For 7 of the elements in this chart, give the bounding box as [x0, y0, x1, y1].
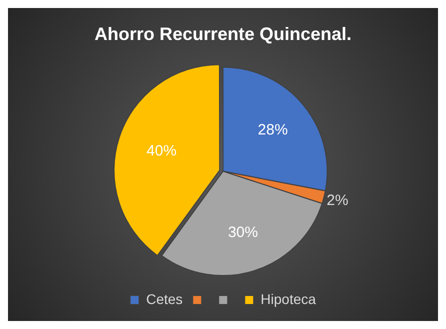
data-label: 30%	[228, 224, 258, 241]
legend-label: Hipoteca	[260, 290, 316, 307]
data-label: 28%	[258, 121, 288, 138]
chart-title: Ahorro Recurrente Quincenal.	[94, 24, 352, 44]
data-label: 2%	[326, 192, 348, 209]
data-label: 40%	[146, 142, 177, 160]
legend-label: Cetes	[146, 290, 183, 307]
